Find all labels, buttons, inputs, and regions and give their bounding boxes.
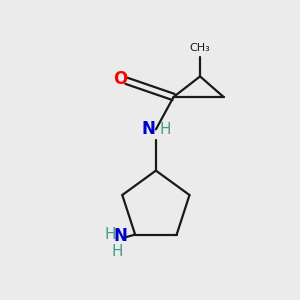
Text: N: N (113, 227, 127, 245)
Text: H: H (112, 244, 123, 259)
Text: H: H (160, 122, 171, 137)
Text: O: O (113, 70, 127, 88)
Text: N: N (142, 120, 155, 138)
Text: H: H (105, 227, 116, 242)
Text: CH₃: CH₃ (190, 43, 210, 53)
